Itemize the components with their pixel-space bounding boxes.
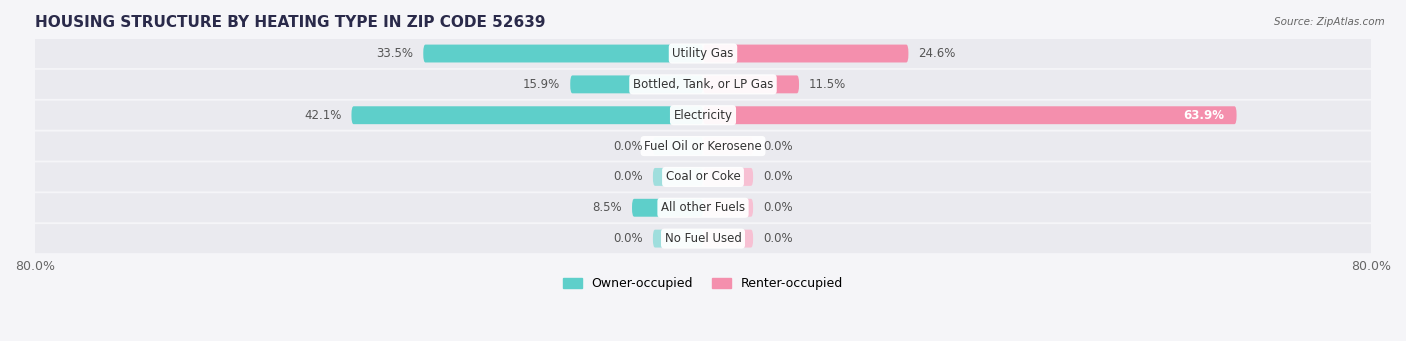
FancyBboxPatch shape xyxy=(423,45,703,62)
FancyBboxPatch shape xyxy=(703,168,754,186)
Text: 15.9%: 15.9% xyxy=(523,78,560,91)
Text: Utility Gas: Utility Gas xyxy=(672,47,734,60)
FancyBboxPatch shape xyxy=(703,45,908,62)
FancyBboxPatch shape xyxy=(35,70,1371,99)
Text: 0.0%: 0.0% xyxy=(763,201,793,214)
Text: 0.0%: 0.0% xyxy=(763,170,793,183)
FancyBboxPatch shape xyxy=(652,168,703,186)
FancyBboxPatch shape xyxy=(703,137,754,155)
FancyBboxPatch shape xyxy=(35,162,1371,191)
Text: 0.0%: 0.0% xyxy=(613,232,643,245)
Text: 42.1%: 42.1% xyxy=(304,109,342,122)
Text: HOUSING STRUCTURE BY HEATING TYPE IN ZIP CODE 52639: HOUSING STRUCTURE BY HEATING TYPE IN ZIP… xyxy=(35,15,546,30)
FancyBboxPatch shape xyxy=(35,101,1371,130)
Text: 0.0%: 0.0% xyxy=(613,139,643,152)
FancyBboxPatch shape xyxy=(703,199,754,217)
FancyBboxPatch shape xyxy=(352,106,703,124)
FancyBboxPatch shape xyxy=(571,75,703,93)
Legend: Owner-occupied, Renter-occupied: Owner-occupied, Renter-occupied xyxy=(558,272,848,295)
Text: Bottled, Tank, or LP Gas: Bottled, Tank, or LP Gas xyxy=(633,78,773,91)
FancyBboxPatch shape xyxy=(703,229,754,248)
FancyBboxPatch shape xyxy=(35,132,1371,161)
FancyBboxPatch shape xyxy=(703,106,1236,124)
Text: 33.5%: 33.5% xyxy=(377,47,413,60)
FancyBboxPatch shape xyxy=(35,224,1371,253)
Text: 0.0%: 0.0% xyxy=(763,232,793,245)
Text: 0.0%: 0.0% xyxy=(763,139,793,152)
FancyBboxPatch shape xyxy=(633,199,703,217)
Text: 63.9%: 63.9% xyxy=(1182,109,1225,122)
Text: No Fuel Used: No Fuel Used xyxy=(665,232,741,245)
FancyBboxPatch shape xyxy=(35,39,1371,68)
Text: 24.6%: 24.6% xyxy=(918,47,956,60)
Text: Source: ZipAtlas.com: Source: ZipAtlas.com xyxy=(1274,17,1385,27)
Text: 0.0%: 0.0% xyxy=(613,170,643,183)
Text: All other Fuels: All other Fuels xyxy=(661,201,745,214)
FancyBboxPatch shape xyxy=(652,229,703,248)
FancyBboxPatch shape xyxy=(703,75,799,93)
Text: Coal or Coke: Coal or Coke xyxy=(665,170,741,183)
Text: Fuel Oil or Kerosene: Fuel Oil or Kerosene xyxy=(644,139,762,152)
Text: 8.5%: 8.5% xyxy=(592,201,621,214)
Text: Electricity: Electricity xyxy=(673,109,733,122)
FancyBboxPatch shape xyxy=(35,193,1371,222)
Text: 11.5%: 11.5% xyxy=(808,78,846,91)
FancyBboxPatch shape xyxy=(652,137,703,155)
